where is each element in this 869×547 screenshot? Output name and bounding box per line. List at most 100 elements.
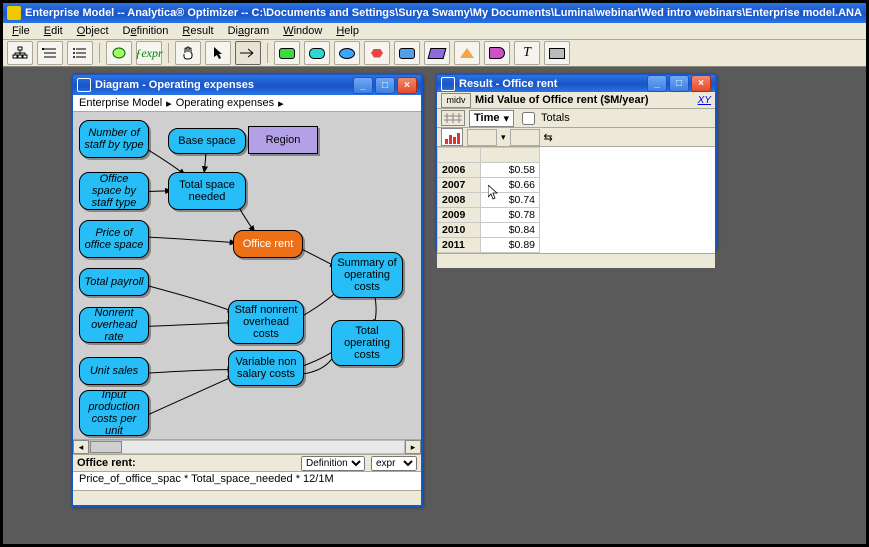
result-status-row [437,253,715,268]
tb-pointer-icon[interactable] [205,41,231,65]
result-window: Result - Office rent _ □ × midv Mid Valu… [435,73,717,249]
result-index-row: Time ▾ Totals [437,109,715,128]
node-number-of-staff[interactable]: Number of staff by type [79,120,149,158]
node-office-space[interactable]: Office space by staff type [79,172,149,210]
diagram-canvas[interactable]: Number of staff by type Base space Regio… [73,112,421,439]
diagram-window-titlebar[interactable]: Diagram - Operating expenses _ □ × [73,75,421,95]
scroll-thumb[interactable] [90,441,122,453]
corner-cell [438,148,481,163]
node-total-space[interactable]: Total space needed [168,172,246,210]
menu-window[interactable]: Window [276,25,329,37]
scroll-left-icon[interactable]: ◂ [73,440,89,454]
totals-checkbox-input[interactable] [522,112,535,125]
node-variable-non[interactable]: Variable non salary costs [228,350,304,386]
menubar: File Edit Object Definition Result Diagr… [3,23,866,40]
scroll-right-icon[interactable]: ▸ [405,440,421,454]
table-row[interactable]: 2008$0.74 [438,193,540,208]
result-max-button[interactable]: □ [669,75,689,92]
node-price-office[interactable]: Price of office space [79,220,149,258]
app-titlebar: Enterprise Model -- Analytica® Optimizer… [3,3,866,23]
mdi-client: Diagram - Operating expenses _ □ × Enter… [3,67,866,544]
table-row[interactable]: 2006$0.58 [438,163,540,178]
col-header [481,148,540,163]
node-nonrent-rate[interactable]: Nonrent overhead rate [79,307,149,343]
tb-shape-index[interactable] [424,41,450,65]
tb-hierarchy-icon[interactable] [7,41,33,65]
main-window: Enterprise Model -- Analytica® Optimizer… [3,3,866,544]
tb-hand-icon[interactable] [175,41,201,65]
definition-bar: Office rent: Definition expr [73,454,421,471]
tb-shape-text[interactable]: T [514,41,540,65]
diagram-min-button[interactable]: _ [353,77,373,94]
menu-edit[interactable]: Edit [37,25,70,37]
swap-icon[interactable]: ⇆ [544,131,553,144]
result-header-row: midv Mid Value of Office rent ($M/year) … [437,92,715,109]
diagram-window: Diagram - Operating expenses _ □ × Enter… [71,73,423,507]
def-mode-select[interactable]: expr [371,456,417,471]
result-table-area: 2006$0.58 2007$0.66 2008$0.74 2009$0.78 … [437,147,715,253]
tb-expr-icon[interactable]: ƒexpr [136,41,162,65]
menu-help[interactable]: Help [329,25,366,37]
def-attribute-select[interactable]: Definition [301,456,365,471]
tb-shape-decision[interactable] [274,41,300,65]
tb-shape-objective[interactable] [334,41,360,65]
menu-definition[interactable]: Definition [116,25,176,37]
tb-outline-icon[interactable] [37,41,63,65]
diagram-close-button[interactable]: × [397,77,417,94]
node-region[interactable]: Region [248,126,318,154]
node-unit-sales[interactable]: Unit sales [79,357,149,385]
tb-shape-function[interactable] [484,41,510,65]
scroll-track[interactable] [89,440,405,454]
xy-link[interactable]: XY [698,95,711,106]
diagram-hscrollbar[interactable]: ◂ ▸ [73,439,421,454]
tb-arrow-icon[interactable] [235,41,261,65]
menu-file[interactable]: File [5,25,37,37]
result-table: 2006$0.58 2007$0.66 2008$0.74 2009$0.78 … [437,147,540,253]
node-base-space[interactable]: Base space [168,128,246,154]
table-row[interactable]: 2011$0.89 [438,238,540,253]
chart-view-icon[interactable] [441,128,463,146]
result-pivot-row: ▾ ⇆ [437,128,715,147]
definition-expression[interactable]: Price_of_office_spac * Total_space_neede… [73,471,421,490]
result-window-icon [441,77,455,91]
tb-shape-variable[interactable] [364,41,390,65]
def-node-label: Office rent: [77,457,136,469]
node-input-prod[interactable]: Input production costs per unit [79,390,149,436]
tb-shape-button[interactable] [544,41,570,65]
chevron-down-icon: ▾ [503,112,509,125]
tb-shape-module[interactable] [394,41,420,65]
pivot-row-selector[interactable] [467,129,497,146]
table-view-icon[interactable] [441,110,465,126]
menu-result[interactable]: Result [175,25,220,37]
result-window-titlebar[interactable]: Result - Office rent _ □ × [437,75,715,92]
menu-diagram[interactable]: Diagram [221,25,277,37]
table-row[interactable]: 2007$0.66 [438,178,540,193]
menu-object[interactable]: Object [70,25,116,37]
tb-shape-constant[interactable] [454,41,480,65]
crumb-root[interactable]: Enterprise Model [79,97,162,109]
node-total-operating[interactable]: Total operating costs [331,320,403,366]
mid-value-button[interactable]: midv [441,93,471,108]
result-close-button[interactable]: × [691,75,711,92]
crumb-current[interactable]: Operating expenses [176,97,274,109]
tb-list-icon[interactable] [67,41,93,65]
tb-shape-chance[interactable] [304,41,330,65]
node-summary[interactable]: Summary of operating costs [331,252,403,298]
table-row[interactable]: 2010$0.84 [438,223,540,238]
diagram-max-button[interactable]: □ [375,77,395,94]
toolbar: ƒexpr T [3,40,866,67]
result-min-button[interactable]: _ [647,75,667,92]
node-staff-nonrent[interactable]: Staff nonrent overhead costs [228,300,304,344]
app-icon [7,6,21,20]
node-office-rent[interactable]: Office rent [233,230,303,258]
diagram-status-row [73,490,421,505]
chevron-down-icon-2: ▾ [501,132,506,143]
tb-result-icon[interactable] [106,41,132,65]
diagram-window-icon [77,78,91,92]
table-row[interactable]: 2009$0.78 [438,208,540,223]
totals-checkbox[interactable]: Totals [518,109,570,128]
index-picker[interactable]: Time ▾ [469,110,514,127]
pivot-col-selector[interactable] [510,129,540,146]
node-total-payroll[interactable]: Total payroll [79,268,149,296]
result-window-title: Result - Office rent [459,78,647,90]
